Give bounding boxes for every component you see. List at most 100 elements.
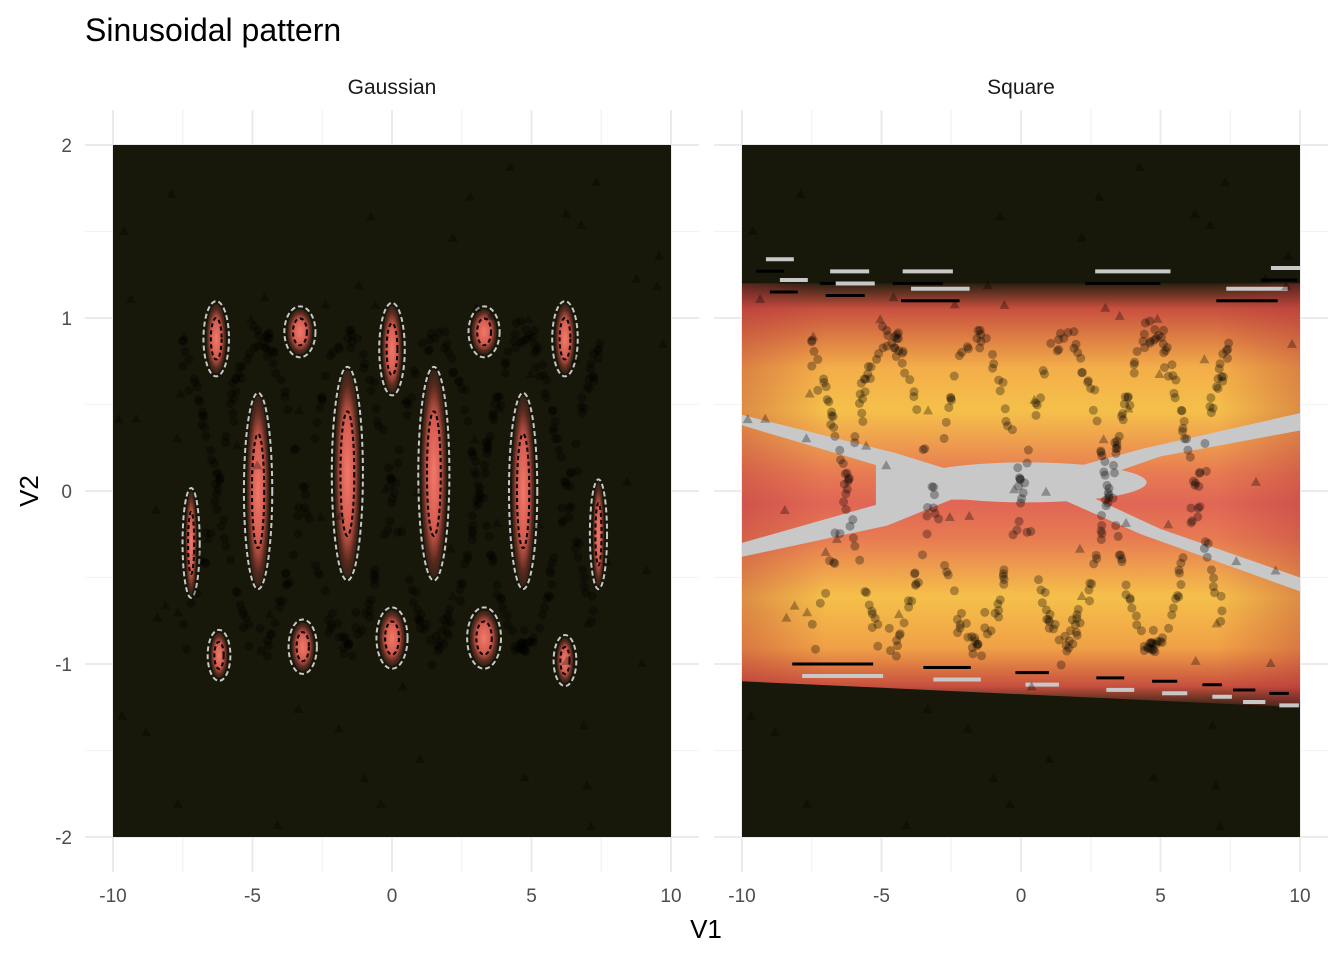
data-point <box>474 498 484 508</box>
data-point <box>584 374 594 384</box>
data-point <box>366 386 376 396</box>
x-tick-label: 0 <box>1016 886 1027 907</box>
contour-dark <box>187 510 196 576</box>
noise-point <box>1190 655 1201 665</box>
noise-point <box>1152 313 1163 323</box>
heatmap-background <box>113 145 671 837</box>
data-point <box>1076 353 1086 363</box>
data-point <box>946 395 956 405</box>
data-point <box>1149 645 1159 655</box>
noise-point <box>923 405 934 415</box>
density-blob <box>246 395 270 587</box>
data-point <box>910 568 920 578</box>
noise-point <box>126 294 137 304</box>
data-point <box>1171 594 1181 604</box>
data-point <box>435 643 445 653</box>
data-point <box>562 478 572 488</box>
data-point <box>351 623 361 633</box>
data-point <box>482 521 492 531</box>
data-point <box>535 623 545 633</box>
data-point <box>334 344 344 354</box>
noise-point <box>801 798 812 808</box>
data-point <box>911 579 921 589</box>
data-point <box>1054 635 1064 645</box>
data-point <box>360 359 370 369</box>
density-blob <box>206 304 226 374</box>
data-point <box>282 579 292 589</box>
data-point <box>332 618 342 628</box>
data-point <box>314 570 324 580</box>
data-point <box>234 362 244 372</box>
data-point <box>1070 620 1080 630</box>
strip-label-gaussian: Gaussian <box>348 76 437 99</box>
data-point <box>492 580 502 590</box>
data-point <box>927 482 937 492</box>
data-point <box>593 353 603 363</box>
data-point <box>463 416 473 426</box>
data-point <box>566 502 576 512</box>
data-point <box>1146 644 1156 654</box>
data-point <box>271 368 281 378</box>
data-point <box>500 360 510 370</box>
noise-point <box>252 460 263 470</box>
data-point <box>539 371 549 381</box>
data-point <box>471 470 481 480</box>
noise-point <box>1205 219 1216 229</box>
data-point <box>861 588 871 598</box>
data-point <box>496 595 506 605</box>
data-point <box>327 608 337 618</box>
data-point <box>1222 353 1232 363</box>
noise-point <box>1211 618 1222 628</box>
data-point <box>280 392 290 402</box>
data-point <box>213 468 223 478</box>
noise-point <box>353 280 364 290</box>
data-point <box>460 559 470 569</box>
contour-light <box>507 391 539 591</box>
data-point <box>344 639 354 649</box>
data-point <box>982 629 992 639</box>
data-point <box>545 592 555 602</box>
data-point <box>365 612 375 622</box>
density-blob <box>287 309 313 355</box>
data-point <box>1100 470 1110 480</box>
data-point <box>579 582 589 592</box>
data-point <box>828 412 838 422</box>
data-point <box>571 537 581 547</box>
data-point <box>874 349 884 359</box>
data-point <box>547 580 557 590</box>
data-point <box>1145 338 1155 348</box>
data-point <box>922 529 932 539</box>
data-point <box>467 526 477 536</box>
data-point <box>473 480 483 490</box>
noise-point <box>1041 486 1052 496</box>
data-point <box>1014 481 1024 491</box>
data-point <box>813 385 823 395</box>
data-point <box>201 528 211 538</box>
data-point <box>249 343 259 353</box>
data-point <box>1072 613 1082 623</box>
noise-point <box>964 510 975 520</box>
data-point <box>990 608 1000 618</box>
data-point <box>393 527 403 537</box>
data-point <box>973 639 983 649</box>
data-point <box>434 328 444 338</box>
data-point <box>1096 526 1106 536</box>
data-point <box>1186 503 1196 513</box>
data-point <box>533 343 543 353</box>
data-point <box>494 392 504 402</box>
data-point <box>243 354 253 364</box>
contour-dark <box>558 317 572 361</box>
noise-point <box>808 331 819 341</box>
data-point <box>1050 619 1060 629</box>
data-point <box>219 533 229 543</box>
data-point <box>226 555 236 565</box>
data-point <box>835 529 845 539</box>
data-point <box>415 623 425 633</box>
data-point <box>1096 510 1106 520</box>
data-point <box>1112 436 1122 446</box>
data-point <box>858 394 868 404</box>
data-point <box>1045 609 1055 619</box>
data-point <box>479 493 489 503</box>
data-point <box>1158 339 1168 349</box>
data-point <box>1162 343 1172 353</box>
